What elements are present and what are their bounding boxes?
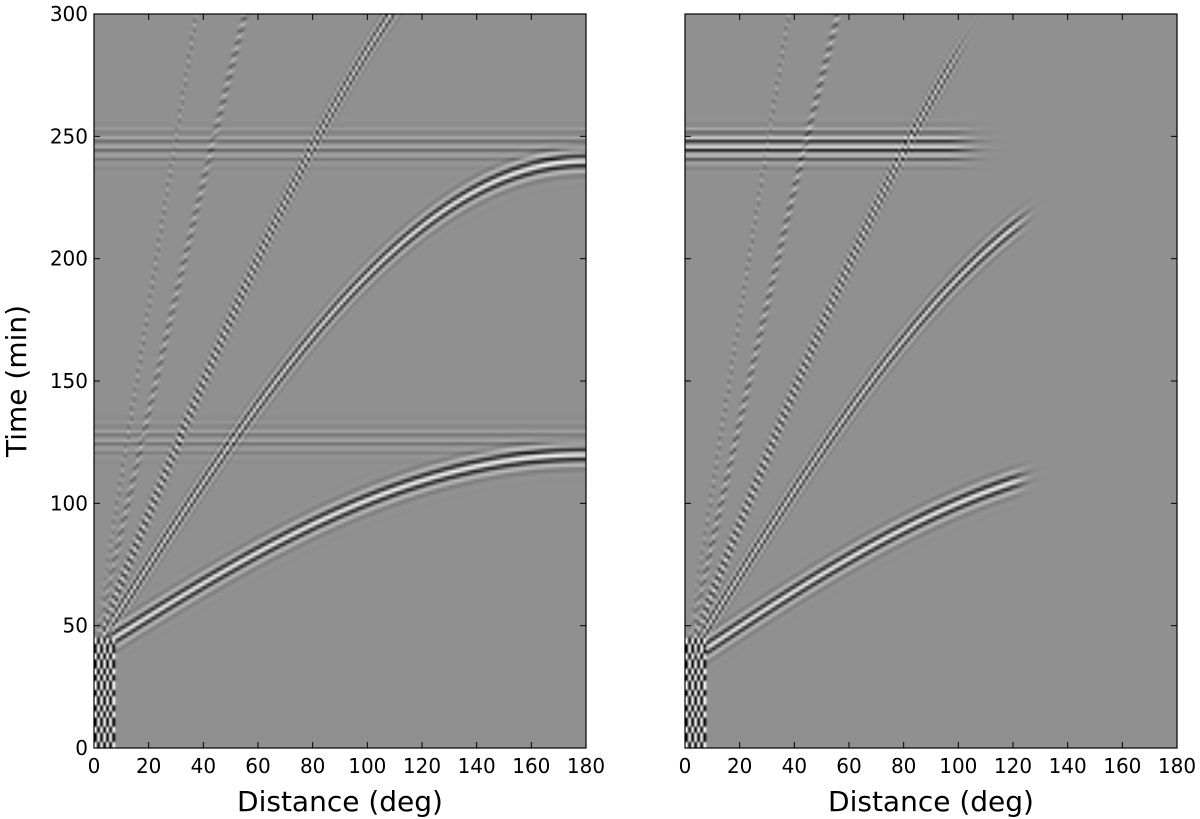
y-axis-label: Time (min) xyxy=(0,305,33,458)
x-tick-label: 60 xyxy=(836,754,861,778)
x-tick-label: 80 xyxy=(891,754,916,778)
x-tick-label: 140 xyxy=(1049,754,1087,778)
x-tick-label: 180 xyxy=(1158,754,1196,778)
y-tick-label: 100 xyxy=(50,491,88,515)
y-tick-label: 250 xyxy=(50,124,88,148)
y-tick-label: 50 xyxy=(63,614,88,638)
x-tick-label: 100 xyxy=(348,754,386,778)
x-tick-label: 140 xyxy=(458,754,496,778)
x-tick-label: 40 xyxy=(782,754,807,778)
y-tick-label: 300 xyxy=(50,2,88,26)
x-tick-label: 180 xyxy=(567,754,605,778)
x-tick-label: 100 xyxy=(939,754,977,778)
x-tick-label: 120 xyxy=(994,754,1032,778)
x-axis-label: Distance (deg) xyxy=(237,785,443,818)
left-panel: 0 20 40 60 80 100 120 140 160 180 0 50 100 150 200 250 3… xyxy=(0,2,605,818)
y-tick-label: 200 xyxy=(50,247,88,271)
y-tick-label: 0 xyxy=(75,736,88,760)
heatmap-image xyxy=(94,14,586,748)
x-tick-label: 60 xyxy=(245,754,270,778)
x-tick-label: 40 xyxy=(191,754,216,778)
x-tick-label: 0 xyxy=(679,754,692,778)
x-tick-label: 20 xyxy=(727,754,752,778)
x-tick-label: 0 xyxy=(88,754,101,778)
heatmap-image xyxy=(685,14,1177,748)
y-tick-label: 150 xyxy=(50,369,88,393)
x-tick-label: 160 xyxy=(1103,754,1141,778)
x-axis-label: Distance (deg) xyxy=(828,785,1034,818)
x-tick-label: 80 xyxy=(300,754,325,778)
x-tick-label: 120 xyxy=(403,754,441,778)
x-tick-label: 20 xyxy=(136,754,161,778)
right-panel: 0 20 40 60 80 100 120 140 160 180 Distance (deg) xyxy=(679,13,1196,818)
x-tick-label: 160 xyxy=(512,754,550,778)
